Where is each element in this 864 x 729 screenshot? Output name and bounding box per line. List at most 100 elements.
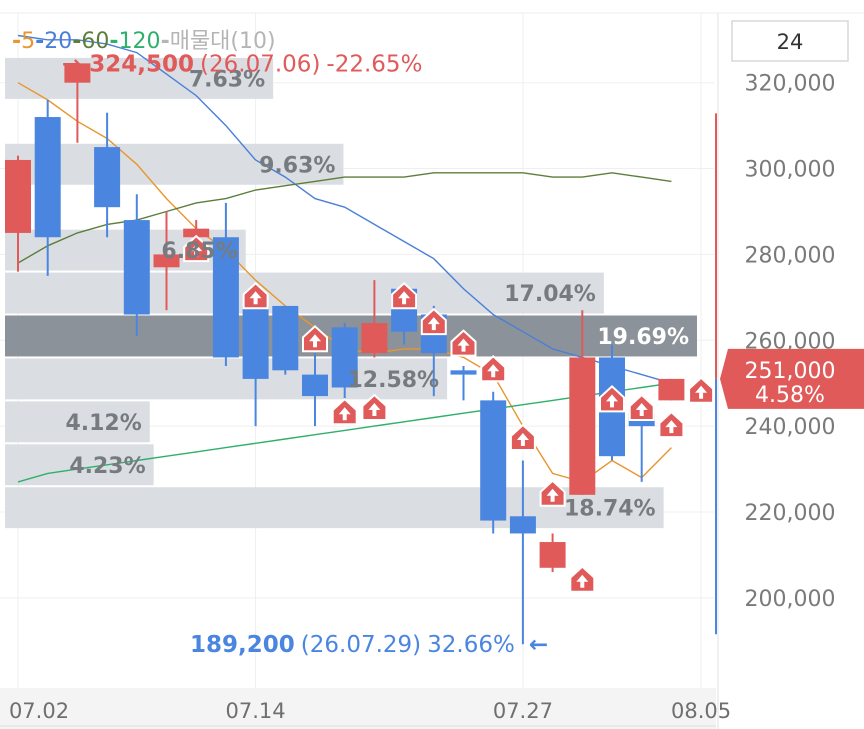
volume-profile-bar <box>5 272 604 314</box>
candle-body[interactable] <box>183 228 210 238</box>
up-arrow-icon <box>427 317 440 331</box>
candle-body[interactable] <box>331 327 358 388</box>
candle-body[interactable] <box>153 254 180 268</box>
signal-marker-icon <box>450 329 477 357</box>
candle-body[interactable] <box>450 370 477 375</box>
high-price-pct: -22.65% <box>326 51 422 77</box>
candle-body[interactable] <box>658 378 685 401</box>
up-arrow-icon <box>309 334 321 348</box>
signal-marker-icon <box>658 410 685 439</box>
candle-body[interactable] <box>34 117 61 238</box>
high-price-date: (26.07.06) <box>200 51 320 77</box>
candle-body[interactable] <box>5 159 31 233</box>
up-arrow-icon <box>635 403 648 416</box>
up-arrow-icon <box>249 291 262 305</box>
high-price-annotation: → 324,500 (26.07.06) -22.65% <box>62 51 422 77</box>
legend-swatch: - <box>72 29 81 54</box>
ma-line-ma120 <box>17 382 672 483</box>
y-tick-label: 300,000 <box>745 158 836 183</box>
up-arrow-icon <box>546 488 559 502</box>
signal-marker-icon <box>302 324 328 353</box>
signal-marker-icon <box>569 565 596 593</box>
candle-body[interactable] <box>272 305 299 371</box>
up-arrow-icon <box>190 244 203 258</box>
signal-marker-icon <box>509 423 536 451</box>
x-tick-label: 07.27 <box>493 699 553 723</box>
legend-label[interactable]: 20 <box>44 29 72 54</box>
up-arrow-icon <box>516 433 529 446</box>
high-arrow: → <box>62 51 89 77</box>
signal-marker-icon <box>183 234 210 263</box>
volume-profile-label: 7.63% <box>189 67 265 92</box>
up-arrow-icon <box>665 420 678 434</box>
signal-marker-icon <box>361 393 388 421</box>
high-price-value: 324,500 <box>89 51 194 77</box>
candle-body[interactable] <box>302 374 328 397</box>
low-price-pct: 32.66% <box>427 632 515 658</box>
x-tick-label: 07.02 <box>9 699 69 723</box>
low-price-value: 189,200 <box>190 632 295 658</box>
current-price-badge-bg <box>720 348 864 409</box>
period-input-value[interactable]: 24 <box>777 30 804 54</box>
current-price-pct: 4.58% <box>755 383 825 408</box>
up-arrow-icon <box>457 338 470 352</box>
low-price-date: (26.07.29) <box>301 632 421 658</box>
current-price-value: 251,000 <box>745 359 836 384</box>
ma-line-ma20 <box>17 34 672 384</box>
period-input-box[interactable] <box>731 20 849 62</box>
y-tick-label: 220,000 <box>745 501 836 526</box>
legend-label[interactable]: 5 <box>21 29 35 54</box>
legend-swatch: - <box>35 29 44 54</box>
up-arrow-icon <box>398 291 411 305</box>
ma-legend[interactable]: -5-20-60-120-매물대(10) <box>12 29 276 54</box>
y-tick-label: 200,000 <box>745 587 836 612</box>
y-tick-label: 280,000 <box>745 243 836 268</box>
volume-profile-label: 4.12% <box>65 411 141 436</box>
up-arrow-icon <box>576 574 589 588</box>
candle-body[interactable] <box>242 305 269 379</box>
legend-label[interactable]: 매물대(10) <box>170 29 276 54</box>
candle-body[interactable] <box>480 400 507 521</box>
volume-profile-label: 17.04% <box>504 282 596 307</box>
volume-profile-bar <box>5 57 274 99</box>
up-arrow-icon <box>368 403 381 416</box>
volume-profile-label: 12.58% <box>347 368 439 393</box>
signal-marker-icon <box>420 307 447 336</box>
signal-marker-icon <box>539 479 566 507</box>
volume-profile-label: 4.23% <box>69 454 145 479</box>
up-arrow-icon <box>695 385 708 399</box>
candle-body[interactable] <box>123 220 150 315</box>
period-input[interactable]: 24 <box>731 20 849 62</box>
signal-marker-icon <box>391 281 418 310</box>
signal-marker-icon <box>331 397 358 426</box>
candle-body[interactable] <box>569 357 596 495</box>
candle-body[interactable] <box>509 516 536 534</box>
y-tick-label: 320,000 <box>745 72 836 97</box>
volume-profile-label: 6.85% <box>161 239 237 264</box>
candle-body[interactable] <box>212 237 239 358</box>
candle-body[interactable] <box>94 147 121 208</box>
legend-swatch: - <box>12 29 21 54</box>
volume-profile-label: 19.69% <box>597 325 689 350</box>
candle-body[interactable] <box>64 63 91 83</box>
volume-profile-label: 18.74% <box>564 497 656 522</box>
x-axis-band <box>0 688 716 729</box>
low-price-annotation: 189,200 (26.07.29) 32.66% ← <box>190 632 548 658</box>
candle-body[interactable] <box>361 323 388 354</box>
legend-swatch: - <box>161 29 170 54</box>
volume-profile-bar <box>5 401 150 443</box>
legend-label[interactable]: 60 <box>81 29 109 54</box>
up-arrow-icon <box>487 364 500 378</box>
x-tick-label: 08.05 <box>671 699 731 723</box>
up-arrow-icon <box>606 394 618 408</box>
legend-label[interactable]: 120 <box>119 29 161 54</box>
y-tick-label: 240,000 <box>745 415 836 440</box>
candle-body[interactable] <box>539 542 566 568</box>
legend-swatch: - <box>109 29 118 54</box>
signal-marker-icon <box>599 385 625 413</box>
signal-marker-icon <box>628 393 655 421</box>
signal-marker-icon <box>242 281 269 310</box>
